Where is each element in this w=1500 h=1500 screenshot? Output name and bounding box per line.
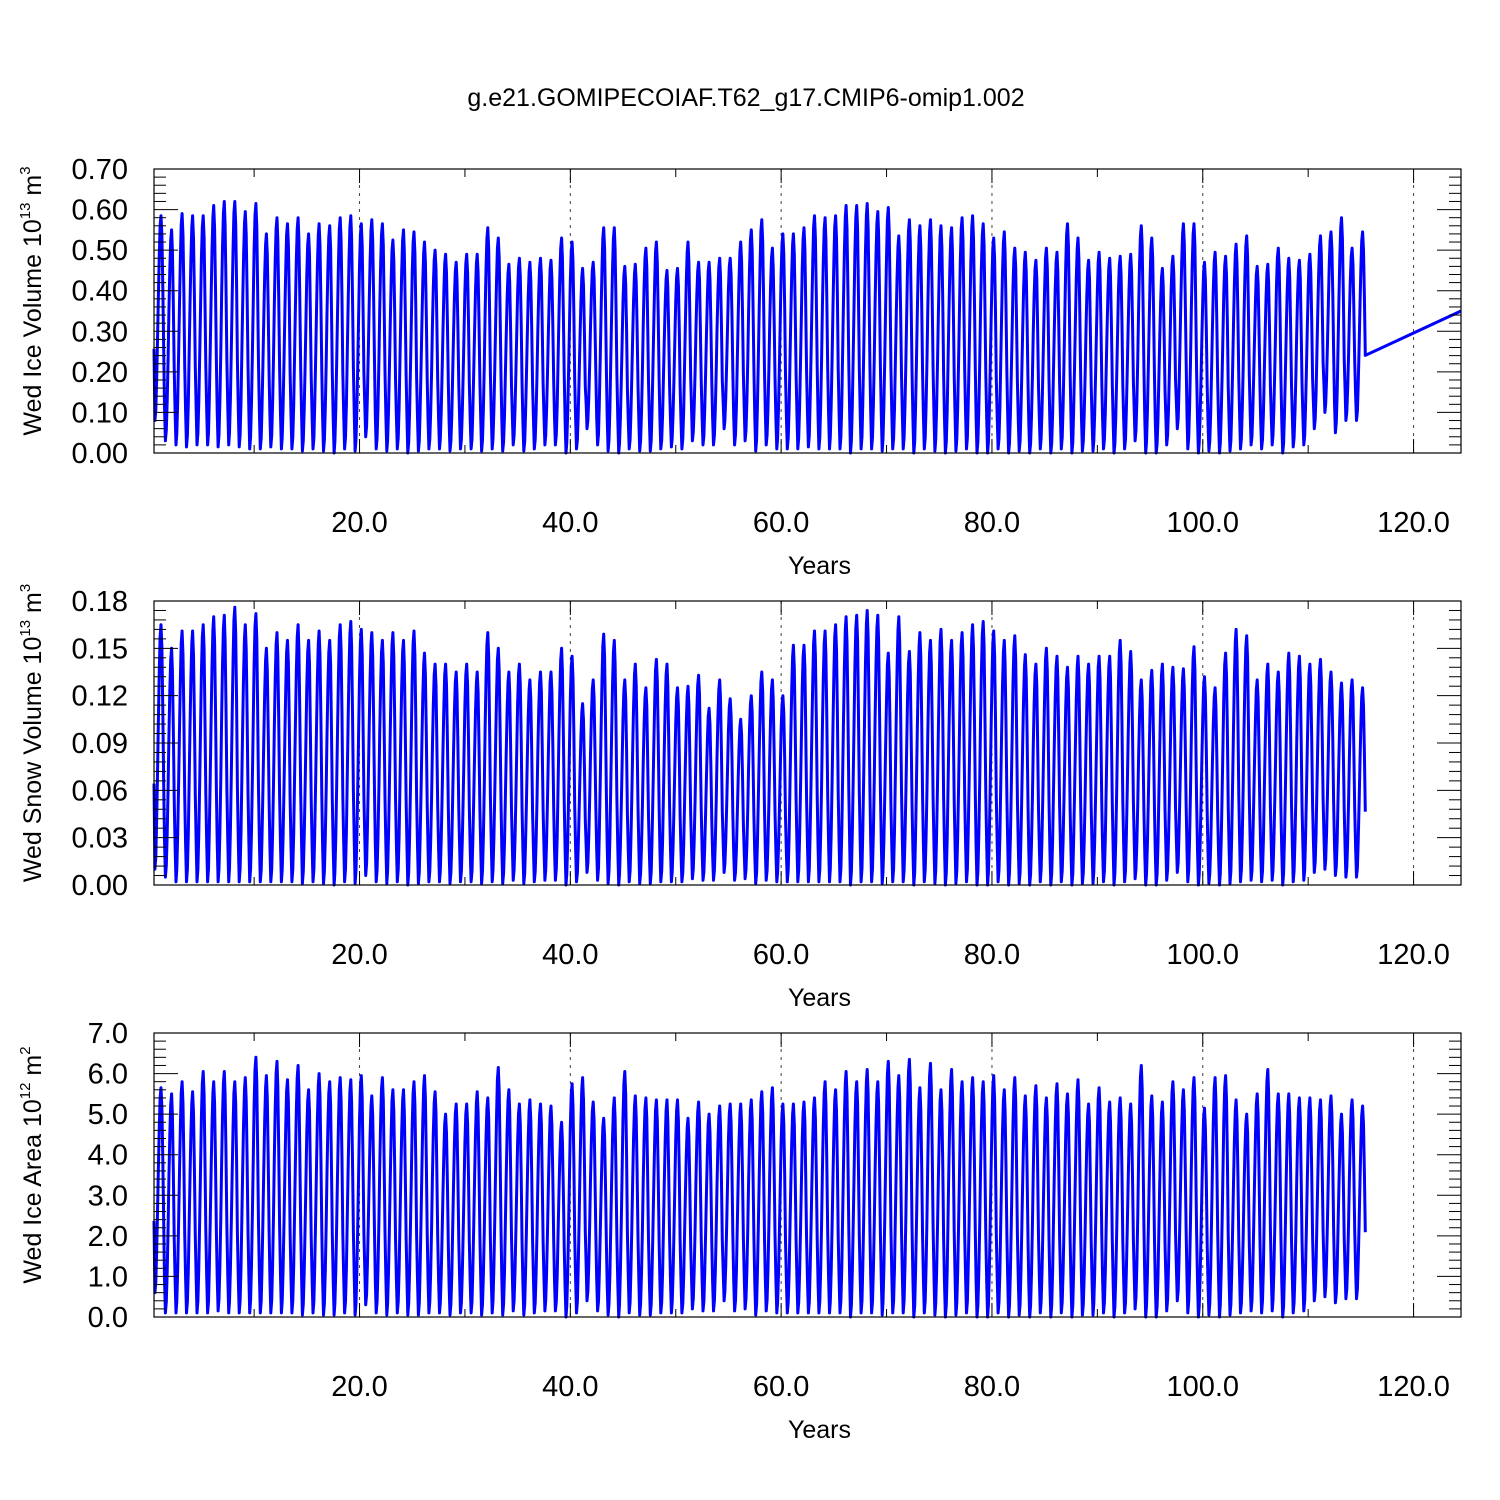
x-tick-label: 20.0 <box>331 1371 387 1403</box>
y-tick-label: 0.10 <box>72 397 128 429</box>
y-axis-title: Wed Ice Volume 1013 m3 <box>17 166 47 435</box>
x-tick-label: 120.0 <box>1377 507 1450 539</box>
y-tick-label: 0.30 <box>72 316 128 348</box>
plot-frame <box>153 168 1462 454</box>
y-axis-title: Wed Ice Area 1012 m2 <box>17 1046 47 1283</box>
x-axis-title: Years <box>788 1416 851 1444</box>
y-tick-label: 0.20 <box>72 357 128 389</box>
y-tick-label: 5.0 <box>88 1099 128 1131</box>
x-tick-label: 20.0 <box>331 939 387 971</box>
page-title: g.e21.GOMIPECOIAF.T62_g17.CMIP6-omip1.00… <box>467 84 1024 112</box>
y-tick-label: 0.18 <box>72 586 128 618</box>
y-tick-label: 1.0 <box>88 1261 128 1293</box>
chart-ice-volume: 20.0 40.0 60.0 80.0 100.0 120.0 0.00 0.10 0.20 0.… <box>17 154 1462 580</box>
y-tick-label: 0.0 <box>88 1302 128 1334</box>
y-tick-label: 0.06 <box>72 775 128 807</box>
series-line-ice-area <box>152 1055 1367 1319</box>
y-tick-label: 0.03 <box>72 823 128 855</box>
x-tick-label: 60.0 <box>753 1371 809 1403</box>
x-tick-label: 40.0 <box>542 1371 598 1403</box>
x-tick-label: 120.0 <box>1377 939 1450 971</box>
x-tick-label: 100.0 <box>1166 507 1239 539</box>
x-tick-label: 100.0 <box>1166 1371 1239 1403</box>
y-tick-label: 0.00 <box>72 870 128 902</box>
y-tick-label: 0.09 <box>72 728 128 760</box>
y-tick-label: 2.0 <box>88 1221 128 1253</box>
y-axis-title: Wed Snow Volume 1013 m3 <box>17 584 47 882</box>
x-axis-title: Years <box>788 984 851 1012</box>
series-line-snow-volume <box>152 605 1367 887</box>
chart-panels: 20.0 40.0 60.0 80.0 100.0 120.0 0.00 0.10 0.20 0.… <box>17 154 1462 1444</box>
y-tick-label: 6.0 <box>88 1059 128 1091</box>
y-tick-label: 7.0 <box>88 1018 128 1050</box>
y-tick-label: 0.50 <box>72 235 128 267</box>
x-tick-label: 80.0 <box>964 939 1020 971</box>
series-line-ice-volume <box>152 200 1462 455</box>
plot-frame <box>153 1032 1462 1318</box>
y-tick-label: 0.12 <box>72 681 128 713</box>
x-tick-label: 60.0 <box>753 507 809 539</box>
y-tick-label: 4.0 <box>88 1140 128 1172</box>
y-tick-label: 0.00 <box>72 438 128 470</box>
y-tick-label: 0.15 <box>72 633 128 665</box>
y-tick-label: 0.40 <box>72 276 128 308</box>
x-tick-label: 20.0 <box>331 507 387 539</box>
y-tick-label: 3.0 <box>88 1180 128 1212</box>
x-tick-label: 40.0 <box>542 507 598 539</box>
x-tick-label: 40.0 <box>542 939 598 971</box>
x-axis-title: Years <box>788 552 851 580</box>
chart-snow-volume: 20.0 40.0 60.0 80.0 100.0 120.0 0.00 0.03 0.06 0.… <box>17 584 1462 1012</box>
chart-ice-area: 20.0 40.0 60.0 80.0 100.0 120.0 0.0 1.0 2.0 3.0 4.… <box>17 1018 1462 1444</box>
x-tick-label: 120.0 <box>1377 1371 1450 1403</box>
x-tick-label: 60.0 <box>753 939 809 971</box>
x-tick-label: 80.0 <box>964 1371 1020 1403</box>
x-tick-label: 80.0 <box>964 507 1020 539</box>
x-tick-label: 100.0 <box>1166 939 1239 971</box>
y-tick-label: 0.70 <box>72 154 128 186</box>
y-tick-label: 0.60 <box>72 195 128 227</box>
